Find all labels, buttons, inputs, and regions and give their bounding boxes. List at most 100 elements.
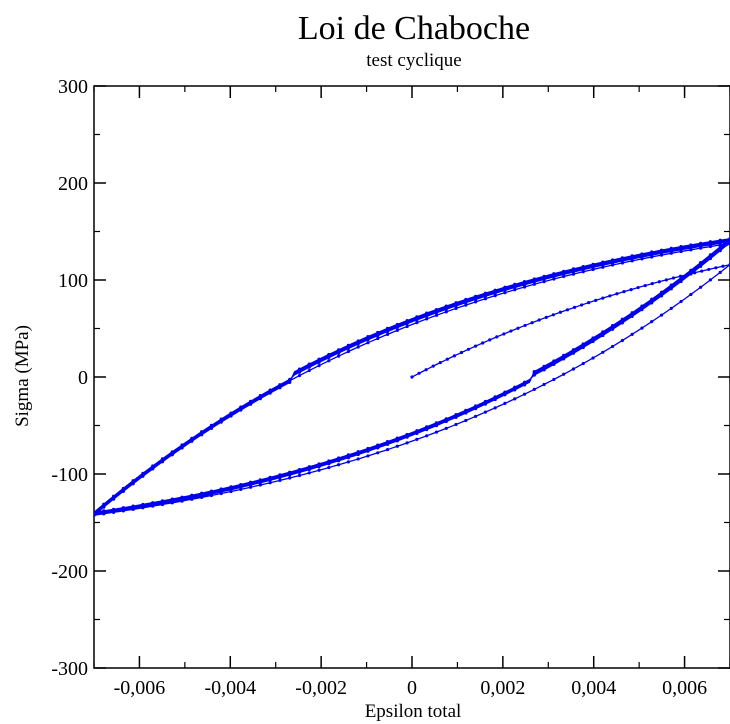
data-point <box>337 354 341 358</box>
data-point <box>552 359 556 363</box>
data-point <box>317 465 321 469</box>
data-point <box>594 298 598 302</box>
data-point <box>523 323 527 328</box>
data-point <box>278 478 282 482</box>
data-point <box>544 315 548 319</box>
x-tick-label: 0,004 <box>571 677 616 699</box>
data-point <box>591 356 595 360</box>
data-point <box>434 430 439 434</box>
data-point <box>493 288 497 292</box>
data-point <box>239 408 243 412</box>
data-point <box>190 496 194 500</box>
data-point <box>141 474 145 478</box>
data-point <box>699 285 703 289</box>
data-point <box>571 348 576 352</box>
data-point <box>699 261 703 265</box>
data-point <box>278 386 282 390</box>
data-point <box>385 447 390 452</box>
data-point <box>405 324 409 329</box>
data-point <box>669 306 673 310</box>
data-point <box>630 332 634 336</box>
data-point <box>327 352 331 357</box>
data-point <box>464 418 468 423</box>
data-point <box>258 397 262 401</box>
data-point <box>503 285 507 289</box>
data-point <box>671 276 676 280</box>
data-point <box>405 441 409 445</box>
data-point <box>562 372 566 376</box>
data-point <box>376 451 380 455</box>
data-point <box>601 330 605 334</box>
data-point <box>464 411 468 415</box>
data-point <box>366 454 370 458</box>
data-point <box>522 383 527 387</box>
data-point <box>297 367 302 371</box>
chart-title: Loi de Chaboche <box>298 10 530 47</box>
data-point <box>327 465 331 470</box>
data-point <box>495 335 499 339</box>
data-point <box>425 317 429 321</box>
data-point <box>445 357 449 361</box>
data-point <box>438 361 442 365</box>
data-point <box>650 282 654 286</box>
data-point <box>532 282 536 286</box>
data-point <box>708 240 713 244</box>
data-point <box>542 280 546 284</box>
data-point <box>650 297 654 301</box>
data-point <box>425 311 429 315</box>
data-point <box>151 504 155 508</box>
data-point <box>686 272 690 277</box>
data-point <box>708 253 713 257</box>
y-tick-label: 100 <box>58 270 88 292</box>
data-point <box>229 488 233 492</box>
x-tick-label: 0 <box>407 677 417 699</box>
data-point <box>459 350 464 355</box>
x-tick-label: 0,002 <box>480 677 525 699</box>
y-axis-label: Sigma (MPa) <box>12 325 33 427</box>
data-point <box>483 410 487 414</box>
data-point <box>493 294 497 298</box>
data-point <box>190 439 194 443</box>
data-point <box>200 494 204 498</box>
data-point <box>180 446 184 450</box>
data-point <box>513 388 517 392</box>
data-point <box>532 277 536 281</box>
data-point <box>356 452 360 457</box>
data-point <box>659 313 664 317</box>
data-point <box>669 246 673 250</box>
data-point <box>601 296 605 300</box>
data-point <box>474 294 478 298</box>
data-point <box>610 344 615 349</box>
data-point <box>366 335 370 339</box>
data-point <box>424 368 428 372</box>
data-point <box>366 341 370 345</box>
data-point <box>327 359 331 363</box>
data-point <box>219 420 223 424</box>
data-point <box>537 318 541 322</box>
data-point <box>610 324 615 328</box>
data-point <box>258 483 262 487</box>
data-point <box>239 485 243 490</box>
data-point <box>689 292 693 297</box>
data-point <box>630 254 634 258</box>
data-point <box>608 294 612 298</box>
data-point <box>395 322 399 327</box>
data-point <box>591 262 595 266</box>
data-point <box>708 278 713 282</box>
data-point <box>636 285 640 290</box>
data-point <box>620 338 624 343</box>
x-tick-label: 0,006 <box>662 677 707 699</box>
data-point <box>516 326 520 330</box>
data-point <box>376 446 380 450</box>
data-point <box>630 311 634 315</box>
data-point <box>268 481 272 485</box>
data-point <box>669 283 673 287</box>
data-point <box>530 321 534 325</box>
data-point <box>572 305 577 309</box>
data-point <box>503 393 507 397</box>
data-point <box>640 252 644 256</box>
data-point <box>431 364 435 368</box>
data-point <box>640 326 644 330</box>
data-point <box>679 299 683 304</box>
data-point <box>721 264 725 268</box>
